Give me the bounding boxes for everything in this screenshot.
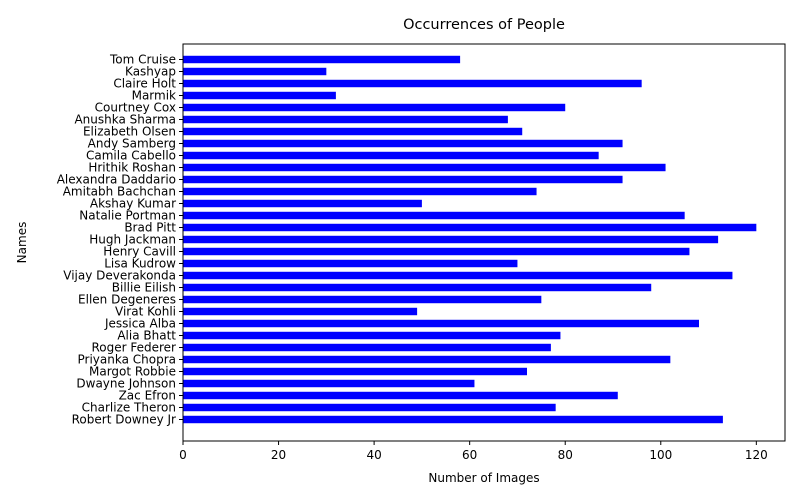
y-tick-label: Henry Cavill	[103, 245, 176, 259]
bar	[183, 151, 599, 160]
y-tick-label: Brad Pitt	[124, 221, 176, 235]
x-tick-label: 40	[366, 448, 381, 462]
y-tick-label: Robert Downey Jr	[72, 413, 176, 427]
x-tick-label: 100	[649, 448, 672, 462]
y-tick-label: Marmik	[132, 89, 176, 103]
y-tick-label: Virat Kohli	[115, 305, 176, 319]
y-tick-label: Dwayne Johnson	[76, 377, 176, 391]
x-tick-label: 80	[558, 448, 573, 462]
bar	[183, 103, 566, 112]
bar	[183, 79, 642, 88]
y-tick-label: Margot Robbie	[89, 365, 176, 379]
bar	[183, 199, 422, 208]
bar	[183, 211, 685, 220]
y-tick-label: Tom Cruise	[109, 53, 176, 67]
plot-frame	[182, 43, 786, 442]
y-tick-label: Akshay Kumar	[90, 197, 176, 211]
y-tick-label: Jessica Alba	[104, 317, 176, 331]
y-tick-label: Courtney Cox	[95, 101, 176, 115]
bar	[183, 115, 508, 124]
bar	[183, 139, 623, 148]
bar	[183, 283, 652, 292]
bar	[183, 403, 556, 412]
y-tick-label: Camila Cabello	[86, 149, 176, 163]
bar	[183, 343, 551, 352]
x-tick-label: 60	[462, 448, 477, 462]
bar	[183, 187, 537, 196]
bar	[183, 391, 618, 400]
bar	[183, 331, 561, 340]
bar	[183, 223, 757, 232]
bar	[183, 367, 527, 376]
y-tick-label: Hrithik Roshan	[88, 161, 176, 175]
bar	[183, 307, 418, 316]
bar	[183, 67, 327, 76]
y-tick-label: Billie Eilish	[112, 281, 176, 295]
y-tick-label: Lisa Kudrow	[104, 257, 176, 271]
y-tick-label: Roger Federer	[91, 341, 176, 355]
x-axis-ticks: 0 20 40 60 80 100 120	[179, 441, 768, 462]
bar	[183, 163, 666, 172]
y-tick-label: Kashyap	[125, 65, 176, 79]
y-tick-label: Natalie Portman	[79, 209, 176, 223]
x-tick-label: 120	[745, 448, 768, 462]
bar	[183, 379, 475, 388]
bars-layer	[183, 55, 757, 424]
bar	[183, 91, 336, 100]
bar	[183, 247, 690, 256]
x-tick-label: 0	[179, 448, 187, 462]
y-tick-label: Charlize Theron	[82, 401, 176, 415]
y-tick-label: Hugh Jackman	[89, 233, 176, 247]
y-tick-label: Andy Samberg	[88, 137, 176, 151]
bar	[183, 319, 699, 328]
y-tick-label: Alexandra Daddario	[57, 173, 176, 187]
y-tick-label: Zac Efron	[119, 389, 176, 403]
y-tick-label: Anushka Sharma	[74, 113, 176, 127]
bar	[183, 355, 671, 364]
bar	[183, 271, 733, 280]
bar	[183, 295, 542, 304]
x-axis-title: Number of Images	[428, 471, 539, 485]
y-tick-label: Amitabh Bachchan	[63, 185, 176, 199]
y-tick-label: Priyanka Chopra	[78, 353, 177, 367]
y-tick-label: Claire Holt	[113, 77, 176, 91]
bar	[183, 235, 719, 244]
bar	[183, 55, 461, 64]
y-tick-label: Elizabeth Olsen	[83, 125, 176, 139]
y-axis-title: Names	[15, 222, 29, 264]
x-tick-label: 20	[271, 448, 286, 462]
bar	[183, 259, 518, 268]
y-tick-label: Ellen Degeneres	[78, 293, 176, 307]
bar	[183, 127, 523, 136]
y-tick-label: Alia Bhatt	[117, 329, 176, 343]
y-tick-label: Vijay Deverakonda	[63, 269, 176, 283]
bar	[183, 415, 723, 424]
bar	[183, 175, 623, 184]
chart-title: Occurrences of People	[403, 17, 565, 33]
